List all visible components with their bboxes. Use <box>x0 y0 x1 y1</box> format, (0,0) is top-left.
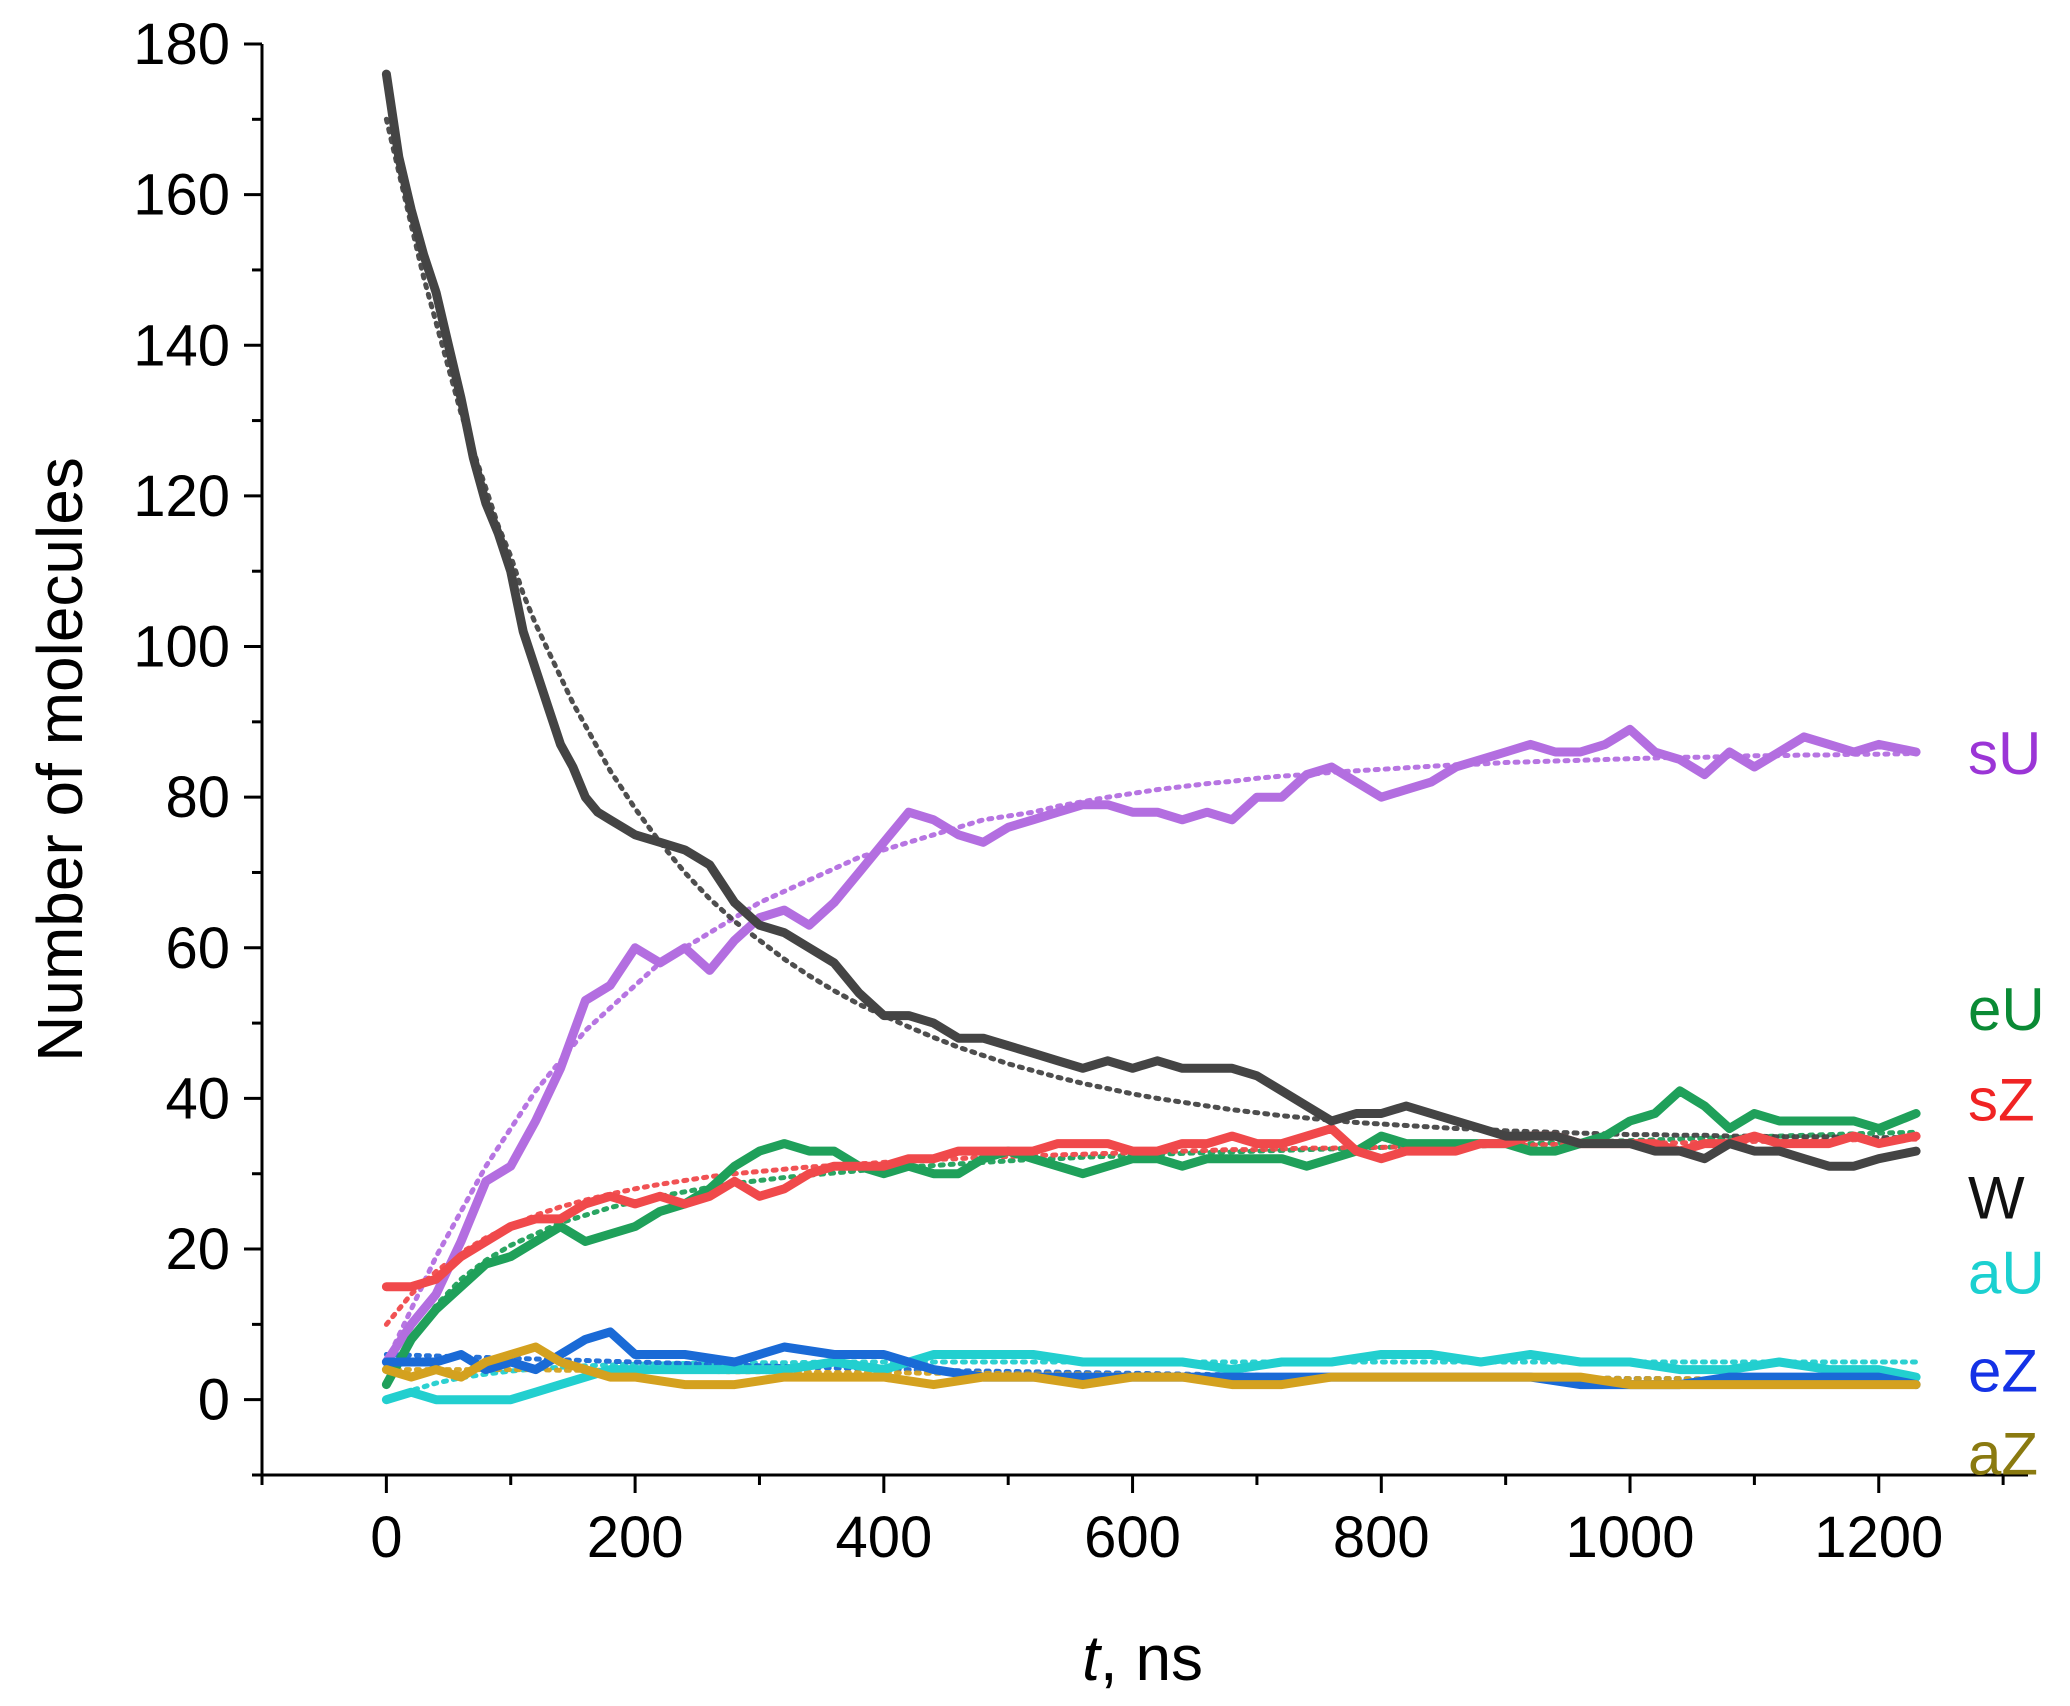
x-axis-title-unit: , ns <box>1100 1622 1203 1694</box>
series-line-sU <box>381 724 1921 1367</box>
x-tick-label: 800 <box>1333 1505 1430 1570</box>
fit-line-eU <box>383 1129 1919 1388</box>
x-tick-label: 1000 <box>1566 1505 1695 1570</box>
series-line-aZ <box>381 1342 1921 1390</box>
y-tick-label: 40 <box>165 1066 230 1131</box>
y-tick-label: 120 <box>133 464 230 529</box>
series-layer <box>381 69 1921 1405</box>
axes: 0 20 40 60 80 100 120 140 160 180 0 200 400 600 800 100… <box>133 12 2028 1570</box>
y-tick-label: 180 <box>133 12 230 77</box>
x-tick-label: 0 <box>370 1505 402 1570</box>
y-tick-label: 80 <box>165 765 230 830</box>
y-tick-label: 140 <box>133 313 230 378</box>
series-line-W <box>381 69 1921 1171</box>
series-label-eZ: eZ <box>1968 1338 2038 1405</box>
x-axis-title-variable: t <box>1082 1622 1102 1694</box>
y-tick-label: 0 <box>198 1368 230 1433</box>
y-axis-title: Number of molecules <box>24 457 96 1062</box>
series-line-eU <box>381 1086 1921 1390</box>
series-label-aZ: aZ <box>1968 1420 2038 1487</box>
x-tick-label: 400 <box>835 1505 932 1570</box>
y-tick-label: 160 <box>133 163 230 228</box>
x-tick-label: 600 <box>1084 1505 1181 1570</box>
x-tick-label: 200 <box>587 1505 684 1570</box>
series-label-sZ: sZ <box>1968 1066 2035 1133</box>
series-label-aU: aU <box>1968 1240 2045 1307</box>
series-labels: sU eU sZ WaU eZ aZ <box>1968 720 2045 1487</box>
series-line-sZ <box>381 1124 1921 1292</box>
series-label-sU: sU <box>1968 720 2041 787</box>
series-label-eU: eU <box>1968 976 2045 1043</box>
y-tick-label: 20 <box>165 1217 230 1282</box>
series-label-W: W <box>1968 1164 2025 1231</box>
series-line-aU <box>381 1350 1921 1405</box>
y-tick-label: 100 <box>133 615 230 680</box>
x-tick-label: 1200 <box>1814 1505 1943 1570</box>
x-axis-title: t, ns <box>1082 1622 1203 1694</box>
y-tick-label: 60 <box>165 916 230 981</box>
fit-line-sU <box>383 751 1919 1365</box>
